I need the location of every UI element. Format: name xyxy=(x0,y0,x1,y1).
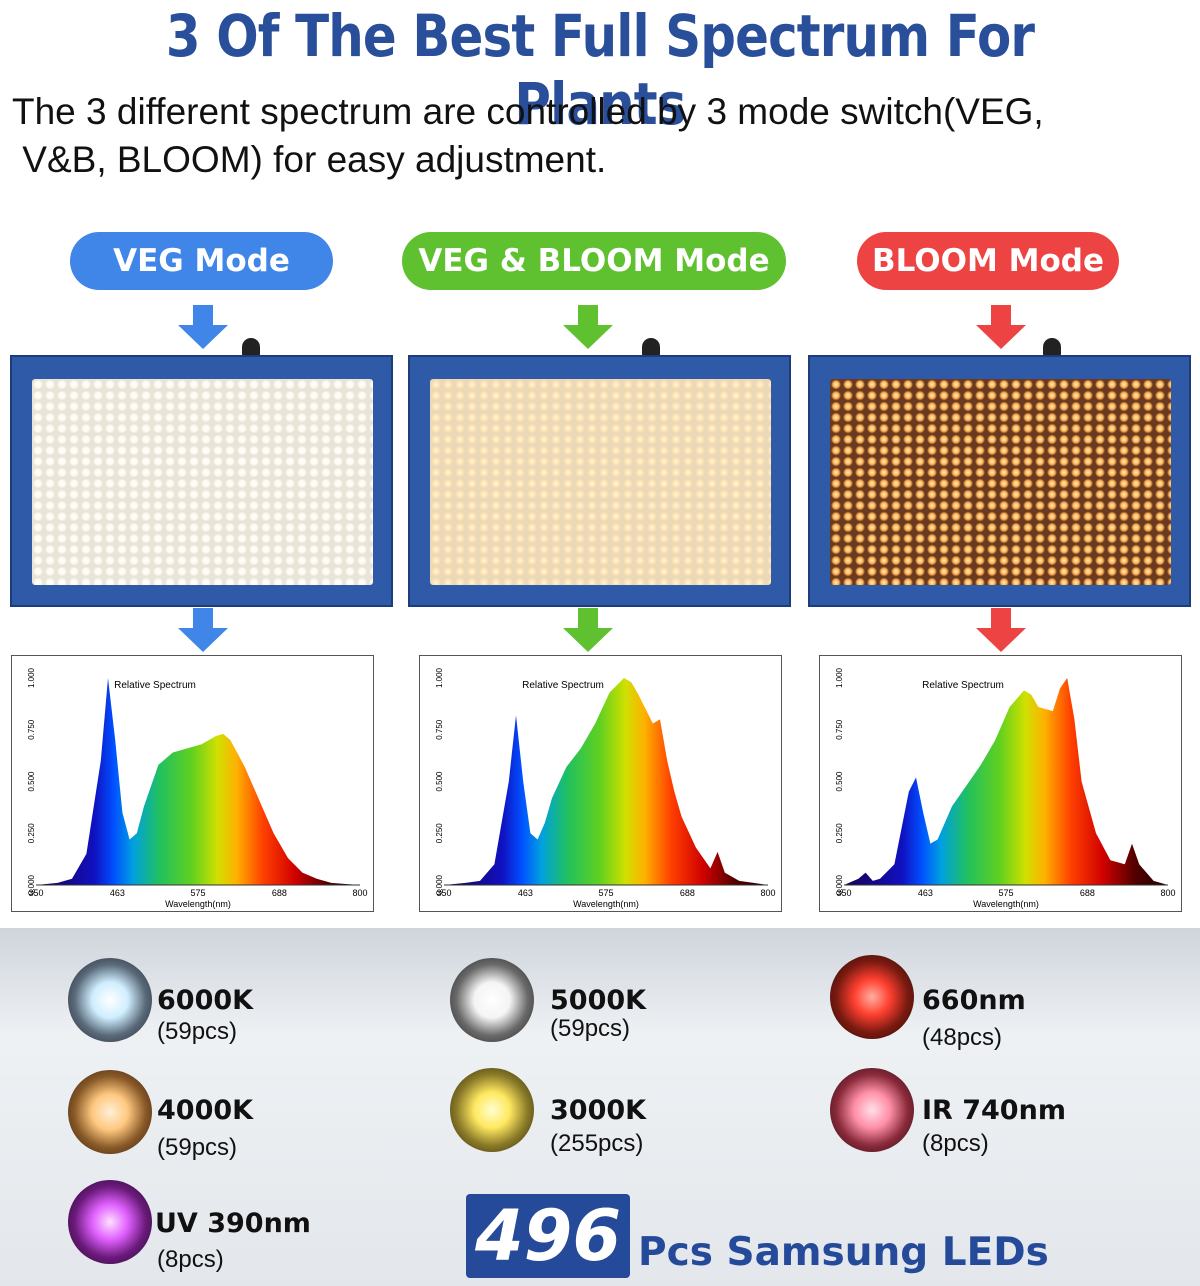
led-6000k-icon xyxy=(68,958,152,1042)
led-count: (48pcs) xyxy=(922,1024,1003,1051)
subtitle-line-2: V&B, BLOOM) for easy adjustment. xyxy=(12,139,607,180)
y-tick-label: 0.250 xyxy=(835,823,844,844)
x-axis-label: Wavelength(nm) xyxy=(573,899,639,909)
led-count: (59pcs) xyxy=(157,1134,238,1161)
led-name: 4000K xyxy=(157,1095,254,1126)
knob-icon xyxy=(1043,338,1061,356)
x-tick-label: 575 xyxy=(598,888,613,898)
x-tick-label: 350 xyxy=(28,888,43,898)
led-name: 6000K xyxy=(157,985,254,1016)
led-board xyxy=(430,379,771,585)
x-tick-label: 800 xyxy=(1160,888,1175,898)
led-uv-390nm-icon xyxy=(68,1180,152,1264)
x-tick-label: 463 xyxy=(518,888,533,898)
mode-pill-veg-bloom: VEG & BLOOM Mode xyxy=(402,232,786,290)
led-board xyxy=(830,379,1171,585)
x-tick-label: 800 xyxy=(760,888,775,898)
knob-icon xyxy=(642,338,660,356)
x-tick-label: 575 xyxy=(998,888,1013,898)
x-tick-label: 575 xyxy=(190,888,205,898)
chart-title: Relative Spectrum xyxy=(114,680,196,691)
arrow-down-icon xyxy=(976,305,1026,351)
led-count: (8pcs) xyxy=(157,1246,224,1273)
led-3000k-icon xyxy=(450,1068,534,1152)
x-tick-label: 800 xyxy=(352,888,367,898)
mode-pill-bloom: BLOOM Mode xyxy=(857,232,1119,290)
led-total-label: Pcs Samsung LEDs xyxy=(638,1230,1049,1275)
spectrum-series-area xyxy=(844,678,1168,885)
x-tick-label: 463 xyxy=(110,888,125,898)
page-title: 3 Of The Best Full Spectrum For Plants xyxy=(165,2,1035,138)
led-count: (8pcs) xyxy=(922,1130,989,1157)
led-total-number: 496 xyxy=(466,1194,630,1278)
y-tick-label: 0.750 xyxy=(435,719,444,740)
subtitle-line-1: The 3 different spectrum are controlled … xyxy=(12,91,1044,132)
led-name: 660nm xyxy=(922,985,1026,1016)
arrow-down-icon xyxy=(563,305,613,351)
led-ir-740nm-icon xyxy=(830,1068,914,1152)
spectrum-series-area xyxy=(444,678,768,885)
subtitle: The 3 different spectrum are controlled … xyxy=(12,88,1192,184)
y-tick-label: 1.000 xyxy=(435,667,444,688)
led-count: (255pcs) xyxy=(550,1130,644,1157)
y-tick-label: 0.000 xyxy=(435,874,444,895)
spectrum-chart-veg: 350 463 575 688 800 0.000 0.250 0.500 0.750 1.000… xyxy=(11,655,374,912)
x-tick-label: 688 xyxy=(272,888,287,898)
chart-title: Relative Spectrum xyxy=(522,680,604,691)
y-tick-label: 0.500 xyxy=(835,771,844,792)
led-name: UV 390nm xyxy=(155,1208,311,1239)
led-name: 5000K xyxy=(550,985,647,1016)
arrow-down-icon xyxy=(178,608,228,654)
led-4000k-icon xyxy=(68,1070,152,1154)
x-tick-label: 350 xyxy=(436,888,451,898)
led-5000k-icon xyxy=(450,958,534,1042)
light-panel-bloom xyxy=(808,355,1191,607)
led-660nm-icon xyxy=(830,955,914,1039)
arrow-down-icon xyxy=(976,608,1026,654)
arrow-down-icon xyxy=(178,305,228,351)
led-board xyxy=(32,379,373,585)
led-count: (59pcs) xyxy=(550,1015,631,1042)
arrow-down-icon xyxy=(563,608,613,654)
y-tick-label: 0.250 xyxy=(435,823,444,844)
mode-pill-veg: VEG Mode xyxy=(70,232,333,290)
x-axis-label: Wavelength(nm) xyxy=(165,899,231,909)
y-tick-label: 0.500 xyxy=(435,771,444,792)
spectrum-chart-bloom: 350 463 575 688 800 0.000 0.250 0.500 0.750 1.000… xyxy=(819,655,1182,912)
y-tick-label: 0.250 xyxy=(27,823,36,844)
knob-icon xyxy=(242,338,260,356)
x-tick-label: 688 xyxy=(1080,888,1095,898)
y-tick-label: 0.000 xyxy=(27,874,36,895)
led-name: 3000K xyxy=(550,1095,647,1126)
y-tick-label: 0.500 xyxy=(27,771,36,792)
y-tick-label: 0.750 xyxy=(27,719,36,740)
led-count: (59pcs) xyxy=(157,1018,238,1045)
light-panel-veg-bloom xyxy=(408,355,791,607)
x-tick-label: 463 xyxy=(918,888,933,898)
x-axis-label: Wavelength(nm) xyxy=(973,899,1039,909)
y-tick-label: 1.000 xyxy=(835,667,844,688)
x-tick-label: 688 xyxy=(680,888,695,898)
light-panel-veg xyxy=(10,355,393,607)
y-tick-label: 1.000 xyxy=(27,667,36,688)
y-tick-label: 0.750 xyxy=(835,719,844,740)
led-name: IR 740nm xyxy=(922,1095,1066,1126)
x-tick-label: 350 xyxy=(836,888,851,898)
spectrum-series-area xyxy=(36,678,360,885)
spectrum-chart-veg-bloom: 350 463 575 688 800 0.000 0.250 0.500 0.750 1.000… xyxy=(419,655,782,912)
y-tick-label: 0.000 xyxy=(835,874,844,895)
chart-title: Relative Spectrum xyxy=(922,680,1004,691)
